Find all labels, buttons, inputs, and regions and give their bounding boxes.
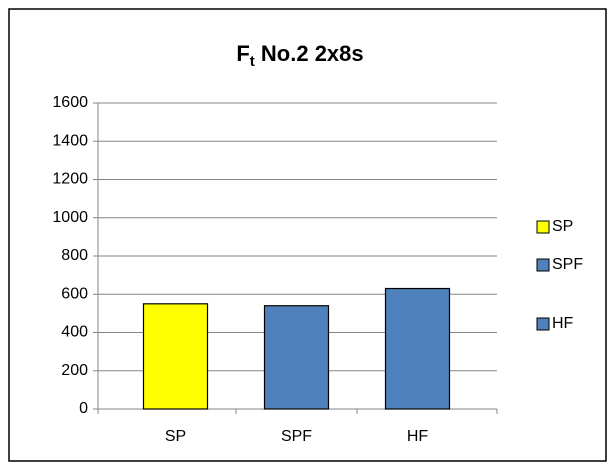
legend-label: SP <box>552 218 573 235</box>
y-tick-label: 200 <box>61 362 88 379</box>
x-tick-label: SPF <box>281 428 312 445</box>
y-tick-label: 400 <box>61 324 88 341</box>
y-tick-label: 1000 <box>52 209 88 226</box>
y-tick-label: 1600 <box>52 94 88 111</box>
x-tick-label: SP <box>165 428 186 445</box>
chart-title: Ft No.2 2x8s <box>236 41 363 70</box>
legend-swatch <box>536 258 550 272</box>
legend-swatch <box>536 317 550 331</box>
title-rest: No.2 2x8s <box>255 41 364 66</box>
legend-label: HF <box>552 315 574 332</box>
y-tick-label: 1400 <box>52 132 88 149</box>
y-tick-label: 800 <box>61 247 88 264</box>
legend-swatch <box>536 220 550 234</box>
y-tick-label: 600 <box>61 285 88 302</box>
y-tick-label: 0 <box>79 400 88 417</box>
bar <box>142 303 209 410</box>
bar <box>263 305 330 410</box>
y-tick-label: 1200 <box>52 171 88 188</box>
title-subscript: t <box>250 53 255 70</box>
title-main: F <box>236 41 249 66</box>
legend-label: SPF <box>552 256 583 273</box>
bar <box>384 287 451 410</box>
x-tick-label: HF <box>407 428 429 445</box>
